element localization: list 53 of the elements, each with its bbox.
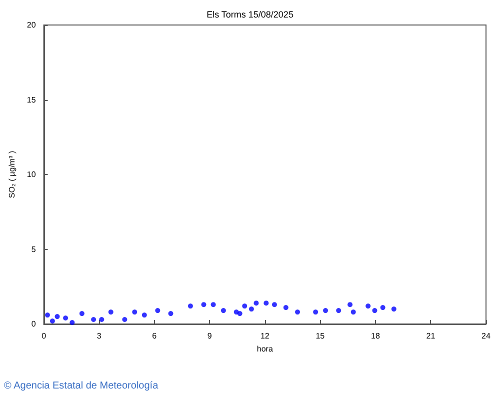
x-tick-label: 24 xyxy=(482,332,491,340)
point xyxy=(220,308,226,314)
chart-title: Els Torms 15/08/2025 xyxy=(206,10,294,20)
point xyxy=(142,312,147,318)
point xyxy=(380,305,386,310)
point xyxy=(242,304,248,309)
point xyxy=(350,310,356,315)
x-tick-label: 15 xyxy=(316,332,326,340)
point xyxy=(272,302,277,308)
y-tick-label: 0 xyxy=(31,320,36,328)
x-tick-label: 18 xyxy=(370,332,380,340)
point xyxy=(248,306,254,312)
y-tick-label: 10 xyxy=(26,170,36,179)
point xyxy=(79,311,84,316)
y-tick-label: 20 xyxy=(26,20,36,30)
x-tick-label: 6 xyxy=(152,332,158,340)
point xyxy=(63,316,68,321)
point xyxy=(70,320,75,326)
x-tick-label: 12 xyxy=(260,332,270,340)
point xyxy=(366,304,371,309)
point xyxy=(188,304,193,309)
point xyxy=(313,310,318,315)
x-tick-label: 9 xyxy=(207,332,212,340)
x-tick-label: 21 xyxy=(426,332,436,340)
text: © Agencia Estatal de Meteorología xyxy=(4,380,159,392)
point xyxy=(44,312,50,318)
point xyxy=(108,310,114,315)
point xyxy=(254,300,259,306)
point xyxy=(155,308,160,314)
y-tick-label: 5 xyxy=(31,244,36,254)
point xyxy=(201,302,206,308)
point xyxy=(372,308,378,314)
point xyxy=(348,302,353,308)
x-tick-label: 3 xyxy=(96,332,102,340)
x-axis-title: hora xyxy=(256,344,274,354)
point xyxy=(237,311,242,316)
y-axis-title: SO₂ ( µg/m³ ) xyxy=(8,150,16,198)
point xyxy=(210,302,216,308)
point xyxy=(283,305,288,310)
x-tick-label: 0 xyxy=(42,332,47,340)
point xyxy=(391,306,396,312)
point xyxy=(295,310,300,315)
point xyxy=(122,317,128,322)
point xyxy=(50,318,55,324)
point xyxy=(323,308,328,314)
point xyxy=(91,317,96,322)
point xyxy=(336,308,342,314)
point xyxy=(99,317,104,322)
point xyxy=(54,314,60,320)
point xyxy=(168,311,174,316)
point xyxy=(132,310,138,315)
point xyxy=(264,300,269,306)
y-tick-label: 15 xyxy=(26,95,36,104)
